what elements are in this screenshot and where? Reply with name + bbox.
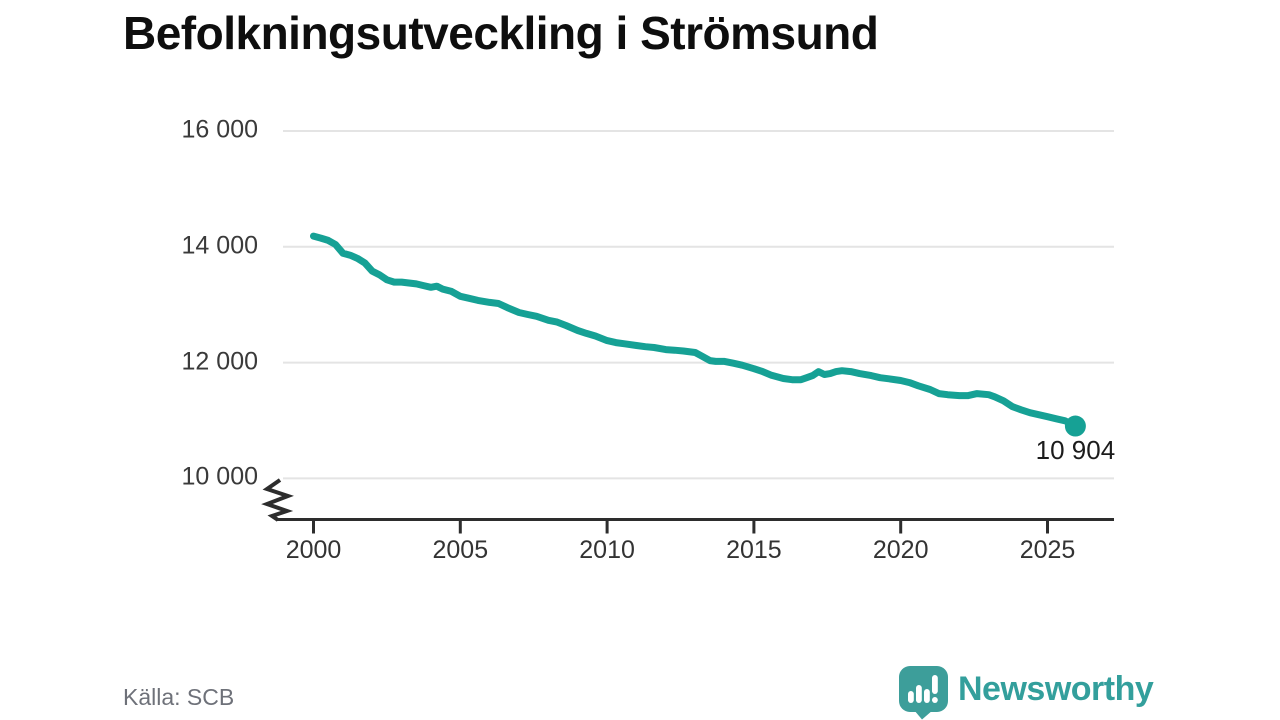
x-axis-tick-label: 2000 [285,536,342,564]
y-axis-tick-label: 16 000 [181,115,258,144]
gridlines [283,130,1114,480]
y-axis-break-icon [261,478,294,522]
newsworthy-speech-bubble-chart-icon [899,665,948,719]
y-axis-tick-label: 10 000 [181,462,258,491]
newsworthy-logo: Newsworthy [899,665,1154,720]
y-axis-tick-label: 12 000 [181,346,258,375]
last-value-data-label: 10 904 [1035,435,1116,466]
x-axis [261,478,1114,534]
x-axis-tick-label: 2020 [872,536,929,564]
y-axis-tick-label: 14 000 [181,231,258,260]
x-axis-tick-label: 2025 [1019,536,1076,564]
source-note: Källa: SCB [123,684,235,710]
x-axis-tick-label: 2015 [726,536,782,564]
end-point-dot [1064,415,1086,437]
newsworthy-wordmark: Newsworthy [958,670,1154,708]
chart-title: Befolkningsutveckling i Strömsund [123,7,879,59]
population-line-series [310,232,1086,437]
line-series-path [310,232,1079,430]
x-axis-tick-label: 2010 [579,536,635,564]
x-axis-tick-label: 2005 [432,536,489,564]
